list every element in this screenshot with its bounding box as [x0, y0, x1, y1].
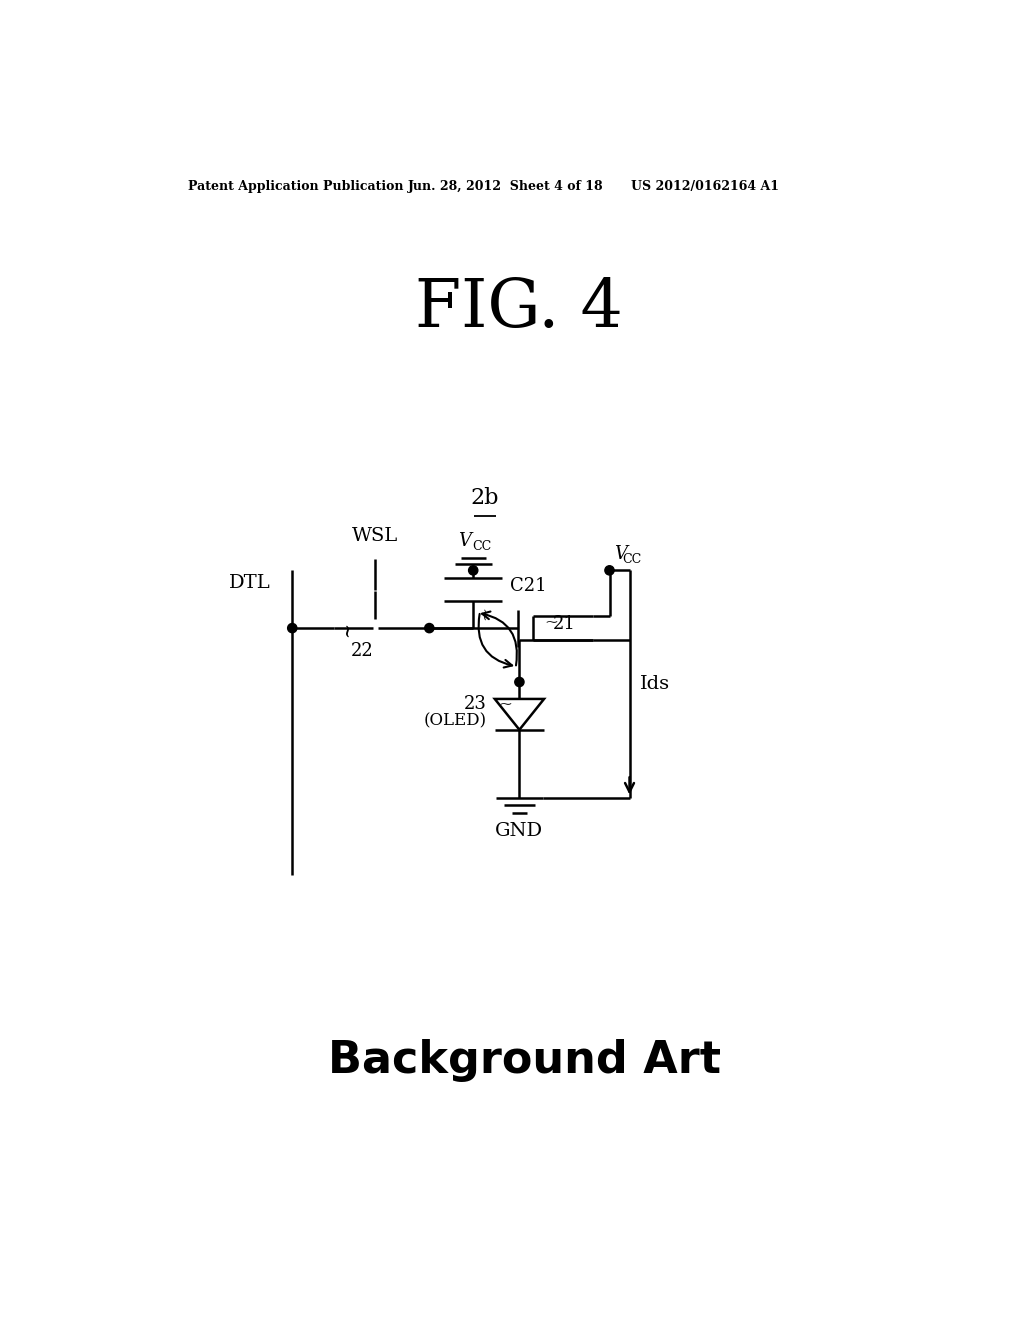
Text: Ids: Ids	[640, 676, 671, 693]
Circle shape	[469, 566, 478, 576]
Circle shape	[288, 623, 297, 632]
Text: Jun. 28, 2012  Sheet 4 of 18: Jun. 28, 2012 Sheet 4 of 18	[408, 181, 603, 194]
Text: C21: C21	[510, 577, 547, 595]
Text: ~: ~	[498, 696, 512, 711]
Text: Background Art: Background Art	[329, 1039, 721, 1082]
Circle shape	[425, 623, 434, 632]
Circle shape	[515, 677, 524, 686]
Text: ~: ~	[474, 609, 490, 622]
Text: US 2012/0162164 A1: US 2012/0162164 A1	[631, 181, 779, 194]
Text: GND: GND	[496, 822, 544, 840]
Text: CC: CC	[622, 553, 641, 566]
Text: CC: CC	[472, 540, 492, 553]
Text: FIG. 4: FIG. 4	[416, 276, 624, 341]
Text: ~: ~	[336, 623, 353, 639]
Text: 21: 21	[553, 615, 577, 634]
Text: DTL: DTL	[229, 574, 270, 593]
Text: 22: 22	[351, 642, 374, 660]
Text: Patent Application Publication: Patent Application Publication	[188, 181, 403, 194]
Text: 23: 23	[464, 694, 487, 713]
Text: ~: ~	[544, 614, 558, 631]
Text: (OLED): (OLED)	[424, 711, 487, 729]
Text: V: V	[458, 532, 471, 550]
Text: 2b: 2b	[470, 487, 499, 508]
Circle shape	[605, 566, 614, 576]
Text: WSL: WSL	[352, 527, 398, 545]
Text: V: V	[614, 545, 627, 562]
